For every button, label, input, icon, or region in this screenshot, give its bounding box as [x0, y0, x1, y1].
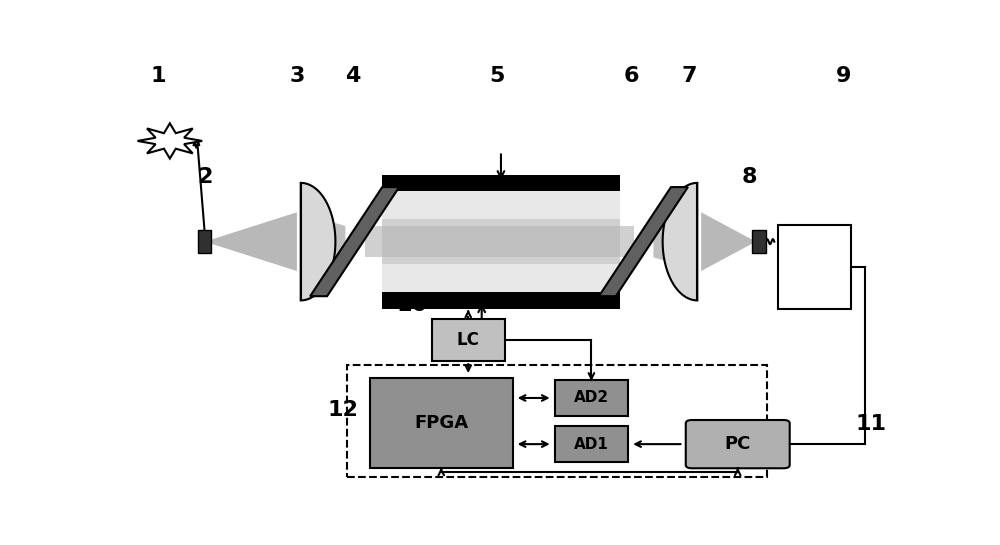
Text: 11: 11 — [855, 414, 886, 434]
Polygon shape — [301, 183, 335, 300]
Polygon shape — [365, 226, 382, 257]
Bar — [382, 292, 620, 309]
Text: FPGA: FPGA — [414, 414, 468, 432]
Bar — [382, 191, 620, 220]
Polygon shape — [701, 213, 752, 271]
Polygon shape — [599, 187, 688, 296]
Text: AD2: AD2 — [574, 390, 609, 405]
Bar — [382, 264, 620, 292]
Text: 10: 10 — [397, 295, 428, 314]
Bar — [382, 174, 620, 191]
Polygon shape — [211, 213, 297, 271]
Polygon shape — [620, 226, 634, 257]
Polygon shape — [138, 123, 202, 159]
Text: 12: 12 — [328, 399, 359, 420]
Text: 8: 8 — [742, 167, 757, 186]
Bar — [555, 426, 628, 462]
Bar — [752, 230, 766, 253]
Text: 2: 2 — [197, 167, 212, 186]
Bar — [198, 230, 211, 253]
Text: LC: LC — [457, 331, 480, 349]
Polygon shape — [310, 187, 399, 296]
Bar — [370, 378, 512, 468]
Bar — [347, 366, 767, 477]
Text: 3: 3 — [289, 66, 305, 86]
Text: PC: PC — [725, 435, 751, 453]
Polygon shape — [653, 214, 693, 269]
Polygon shape — [305, 214, 345, 269]
Bar — [555, 380, 628, 416]
Polygon shape — [663, 183, 697, 300]
Text: 9: 9 — [836, 66, 851, 86]
FancyBboxPatch shape — [686, 420, 790, 468]
Bar — [382, 220, 620, 264]
Text: 5: 5 — [489, 66, 505, 86]
Text: 4: 4 — [345, 66, 361, 86]
Text: 6: 6 — [624, 66, 640, 86]
Bar — [432, 319, 505, 361]
Bar — [778, 225, 851, 309]
Text: AD1: AD1 — [574, 437, 609, 452]
Text: 7: 7 — [682, 66, 697, 86]
Polygon shape — [382, 226, 620, 257]
Text: 1: 1 — [151, 66, 166, 86]
